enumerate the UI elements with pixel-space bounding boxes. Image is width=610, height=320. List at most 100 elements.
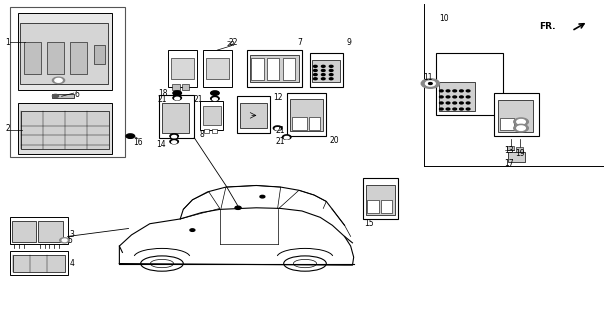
Text: 6: 6: [75, 90, 80, 99]
Circle shape: [170, 139, 178, 144]
Circle shape: [517, 126, 525, 130]
Bar: [500, 118, 514, 130]
Circle shape: [329, 69, 333, 71]
Text: 22: 22: [229, 38, 239, 47]
Bar: [162, 103, 189, 133]
Circle shape: [170, 134, 178, 138]
Circle shape: [459, 102, 463, 104]
Circle shape: [446, 108, 450, 110]
Circle shape: [273, 126, 282, 130]
Circle shape: [459, 96, 463, 98]
Circle shape: [173, 91, 181, 95]
Text: 4: 4: [70, 259, 74, 268]
Circle shape: [321, 74, 325, 76]
Circle shape: [126, 134, 135, 138]
Circle shape: [171, 141, 176, 143]
Circle shape: [329, 65, 333, 67]
Circle shape: [314, 78, 317, 80]
Circle shape: [282, 135, 291, 139]
Bar: [250, 55, 299, 82]
Text: 13: 13: [504, 146, 514, 155]
Circle shape: [275, 127, 280, 130]
Text: 12: 12: [273, 93, 283, 102]
Bar: [203, 50, 232, 87]
Circle shape: [314, 65, 317, 67]
Text: 22: 22: [226, 41, 235, 47]
Bar: [12, 221, 36, 242]
Circle shape: [52, 94, 59, 98]
Bar: [292, 117, 307, 130]
Bar: [38, 221, 63, 242]
Circle shape: [174, 97, 179, 100]
Bar: [507, 146, 514, 150]
Text: FR.: FR.: [539, 22, 556, 31]
Circle shape: [212, 98, 217, 100]
Bar: [18, 103, 112, 154]
Bar: [247, 50, 302, 87]
Bar: [203, 106, 221, 125]
Bar: [47, 42, 64, 74]
Text: 5: 5: [68, 236, 73, 245]
Bar: [212, 129, 217, 132]
Text: 17: 17: [504, 159, 514, 168]
Bar: [10, 217, 68, 244]
Bar: [312, 60, 340, 82]
Text: 14: 14: [156, 140, 165, 148]
Circle shape: [329, 74, 333, 76]
Bar: [94, 45, 105, 64]
Text: 19: 19: [515, 149, 525, 158]
Bar: [21, 111, 109, 149]
Circle shape: [422, 79, 439, 88]
Circle shape: [173, 96, 181, 100]
Circle shape: [453, 90, 456, 92]
Bar: [204, 129, 209, 132]
Circle shape: [453, 102, 456, 104]
Circle shape: [453, 108, 456, 110]
Bar: [498, 100, 533, 132]
Circle shape: [314, 74, 317, 76]
Text: 16: 16: [134, 138, 143, 147]
Bar: [13, 255, 65, 272]
Bar: [267, 58, 279, 80]
Bar: [310, 53, 343, 87]
Text: 20: 20: [329, 136, 339, 145]
Circle shape: [517, 120, 525, 124]
Circle shape: [459, 90, 463, 92]
Circle shape: [60, 238, 70, 243]
Text: 18: 18: [158, 89, 167, 98]
Bar: [283, 58, 295, 80]
Circle shape: [329, 78, 333, 80]
Text: 21: 21: [158, 95, 167, 104]
Bar: [70, 42, 87, 74]
Text: 11: 11: [424, 73, 433, 82]
Bar: [18, 13, 112, 90]
Circle shape: [459, 108, 463, 110]
Text: 3: 3: [70, 230, 74, 239]
Bar: [24, 42, 41, 74]
Circle shape: [321, 65, 325, 67]
Circle shape: [210, 91, 219, 95]
Circle shape: [190, 229, 195, 231]
Circle shape: [429, 83, 432, 84]
Circle shape: [439, 90, 443, 92]
Bar: [159, 95, 194, 138]
Circle shape: [55, 78, 62, 82]
Bar: [436, 53, 503, 116]
Bar: [172, 84, 179, 90]
Circle shape: [514, 124, 528, 132]
Text: 15: 15: [365, 219, 375, 228]
Bar: [52, 94, 74, 98]
Circle shape: [439, 96, 443, 98]
Circle shape: [446, 102, 450, 104]
Bar: [493, 93, 539, 136]
Text: 1: 1: [5, 38, 10, 47]
Text: 21: 21: [276, 137, 285, 146]
Bar: [10, 7, 126, 157]
Circle shape: [446, 90, 450, 92]
Bar: [206, 58, 229, 79]
Circle shape: [52, 77, 65, 84]
Bar: [309, 117, 320, 130]
Bar: [290, 100, 323, 131]
Bar: [508, 152, 525, 162]
Bar: [182, 84, 189, 90]
